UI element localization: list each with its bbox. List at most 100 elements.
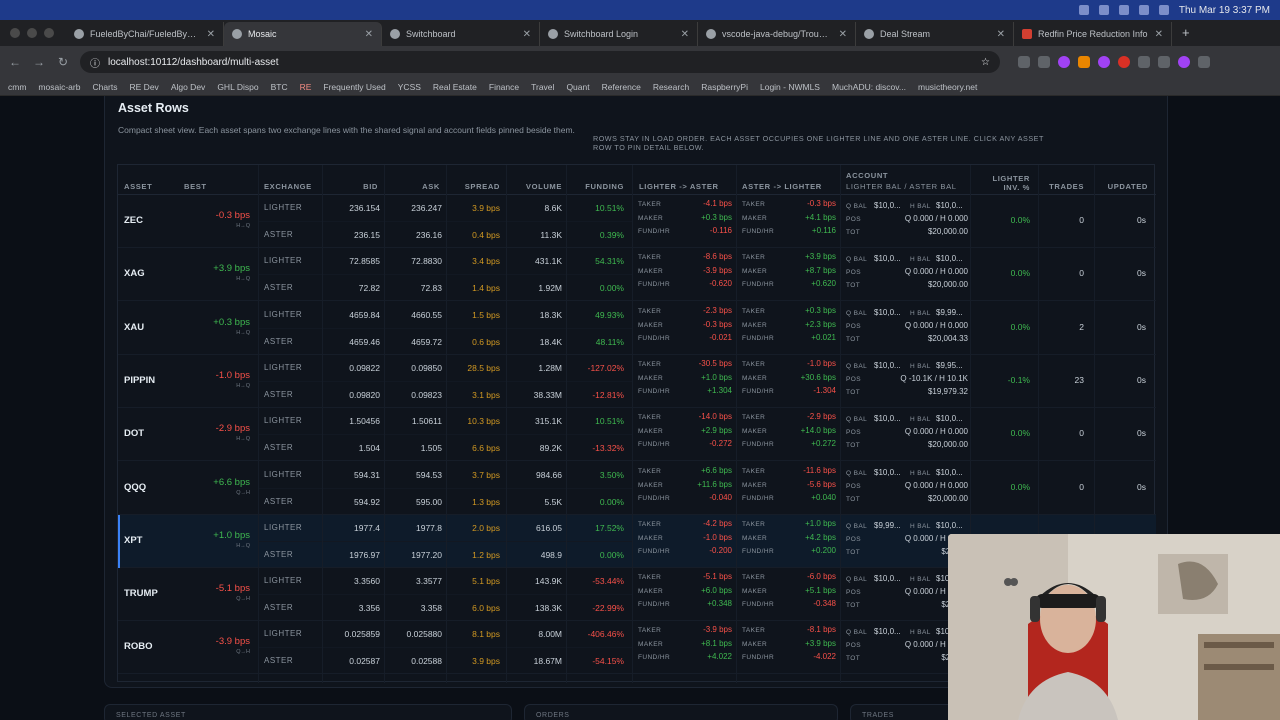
status-icon[interactable] [1118,5,1129,15]
fund-label: FUND/HR [742,547,775,555]
back-icon[interactable]: ← [9,55,21,69]
col-trades[interactable]: TRADES [1049,182,1084,191]
col-funding[interactable]: FUNDING [585,182,624,191]
qbal-value: $10,0... [874,254,901,264]
bookmark-item[interactable]: Frequently Used [323,81,386,92]
bookmark-item[interactable]: Quant [566,81,590,92]
download-icon[interactable] [1158,56,1170,68]
puzzle-icon[interactable] [1138,56,1150,68]
browser-tab[interactable]: Mosaic ✕ [224,22,382,46]
status-icon[interactable] [1098,5,1109,15]
extension-icon[interactable] [1098,56,1110,68]
tot-value: $20,000.00 [927,493,968,503]
taker-label: TAKER [638,520,662,528]
bookmark-item[interactable]: Login - NWMLS [759,81,820,92]
menubar-clock[interactable]: Thu Mar 19 3:37 PM [1178,4,1270,16]
a2l-maker-value: +14.0 bps [800,426,836,436]
bookmark-item[interactable]: Reference [601,81,641,92]
close-tab-icon[interactable]: ✕ [680,28,689,40]
zoom-window-button[interactable] [44,28,54,38]
updated-age: 0s [1137,481,1146,492]
browser-tab[interactable]: FueledByChai/FueledByChaiTr ✕ [66,22,224,46]
close-tab-icon[interactable]: ✕ [206,28,215,40]
bookmark-item[interactable]: mosaic-arb [38,81,81,92]
control-center-icon[interactable] [1158,5,1169,15]
aster-spread: 1.4 bps [472,283,500,294]
best-spread: -1.0 bps [215,369,250,381]
table-row[interactable]: QQQ +6.6 bps Q→H LIGHTER 594.31 594.53 3.7 bps… [118,462,1156,515]
kebab-menu-icon[interactable] [1198,56,1210,68]
bookmark-item[interactable]: Finance [488,81,520,92]
bookmark-item[interactable]: MuchADU: discov... [831,81,906,92]
bookmark-item[interactable]: YCSS [397,81,421,92]
col-lighter-to-aster[interactable]: LIGHTER -> ASTER [639,182,719,191]
close-tab-icon[interactable]: ✕ [522,28,531,40]
close-window-button[interactable] [10,28,20,38]
extension-icon[interactable] [1118,56,1130,68]
col-best[interactable]: BEST [184,182,207,191]
reload-icon[interactable]: ↻ [57,55,69,69]
aster-ask: 0.09823 [411,389,442,400]
browser-tab[interactable]: vscode-java-debug/Troubles ✕ [698,22,856,46]
bookmark-item[interactable]: GHL Dispo [217,81,259,92]
table-row[interactable]: ROBO -3.9 bps Q→H LIGHTER 0.025859 0.025880 8.… [118,621,1156,675]
col-bid[interactable]: BID [363,182,378,191]
browser-tab[interactable]: Redfin Price Reduction Info ✕ [1014,22,1172,46]
browser-tab[interactable]: Deal Stream ✕ [856,22,1014,46]
best-direction: H→Q [236,276,250,283]
extension-icon[interactable] [1038,56,1050,68]
extension-icon[interactable] [1058,56,1070,68]
browser-tab[interactable]: Switchboard Login ✕ [540,22,698,46]
table-row[interactable]: DOT -2.9 bps H→Q LIGHTER 1.50456 1.50611 10.3 … [118,408,1156,462]
bookmark-star-icon[interactable]: ☆ [981,56,990,68]
site-info-icon[interactable]: ⓘ [90,58,100,70]
col-spread[interactable]: SPREAD [464,182,500,191]
col-exchange[interactable]: EXCHANGE [264,182,312,191]
new-tab-button[interactable]: + [1182,25,1190,40]
status-icon[interactable] [1078,5,1089,15]
extension-icon[interactable] [1018,56,1030,68]
col-inv[interactable]: LIGHTER [992,174,1030,183]
a2l-taker-value: +3.9 bps [805,252,836,262]
forward-icon[interactable]: → [33,55,45,69]
lighter-vol: 8.00M [538,629,562,640]
l2a-maker-value: +1.0 bps [701,372,732,382]
table-row[interactable]: XAG +3.9 bps H→Q LIGHTER 72.8585 72.8830 3.4 b… [118,248,1156,302]
table-row[interactable]: ZEC -0.3 bps H→Q LIGHTER 236.154 236.247 3.9 b… [118,195,1156,248]
address-bar[interactable]: ⓘ localhost:10112/dashboard/multi-asset … [80,51,1000,73]
table-row[interactable]: PIPPIN -1.0 bps H→Q LIGHTER 0.09822 0.09850 28… [118,355,1156,408]
browser-tab[interactable]: Switchboard ✕ [382,22,540,46]
bookmark-item[interactable]: RE [299,81,312,92]
col-asset[interactable]: ASSET [124,182,153,191]
lighter-spread: 10.3 bps [467,416,500,427]
taker-label: TAKER [638,254,662,262]
bookmark-item[interactable]: RaspberryPi [701,81,748,92]
col-account[interactable]: ACCOUNT [846,171,889,180]
bookmark-item[interactable]: Charts [92,81,118,92]
minimize-window-button[interactable] [27,28,37,38]
bookmark-item[interactable]: musictheory.net [918,81,978,92]
bookmark-item[interactable]: RE Dev [129,81,159,92]
bookmark-item[interactable]: Travel [531,81,555,92]
col-updated[interactable]: UPDATED [1107,182,1148,191]
qbal-value: $10,0... [874,360,901,370]
bookmark-item[interactable]: cmm [8,81,27,92]
extension-icon[interactable] [1078,56,1090,68]
col-aster-to-lighter[interactable]: ASTER -> LIGHTER [742,182,822,191]
bookmark-item[interactable]: BTC [270,81,288,92]
maker-label: MAKER [638,481,664,489]
close-tab-icon[interactable]: ✕ [838,28,847,40]
close-tab-icon[interactable]: ✕ [996,28,1005,40]
bookmark-item[interactable]: Algo Dev [170,81,206,92]
wifi-icon[interactable] [1138,5,1149,15]
table-row[interactable]: XAU +0.3 bps H→Q LIGHTER 4659.84 4660.55 1.5 b… [118,302,1156,355]
aster-fund: 0.00% [599,496,624,507]
profile-avatar[interactable] [1178,56,1190,68]
bookmark-item[interactable]: Real Estate [432,81,477,92]
col-volume[interactable]: VOLUME [525,182,562,191]
tot-label: TOT [846,282,861,290]
col-ask[interactable]: ASK [422,182,440,191]
bookmark-item[interactable]: Research [652,81,690,92]
close-tab-icon[interactable]: ✕ [364,28,373,40]
close-tab-icon[interactable]: ✕ [1154,28,1163,40]
